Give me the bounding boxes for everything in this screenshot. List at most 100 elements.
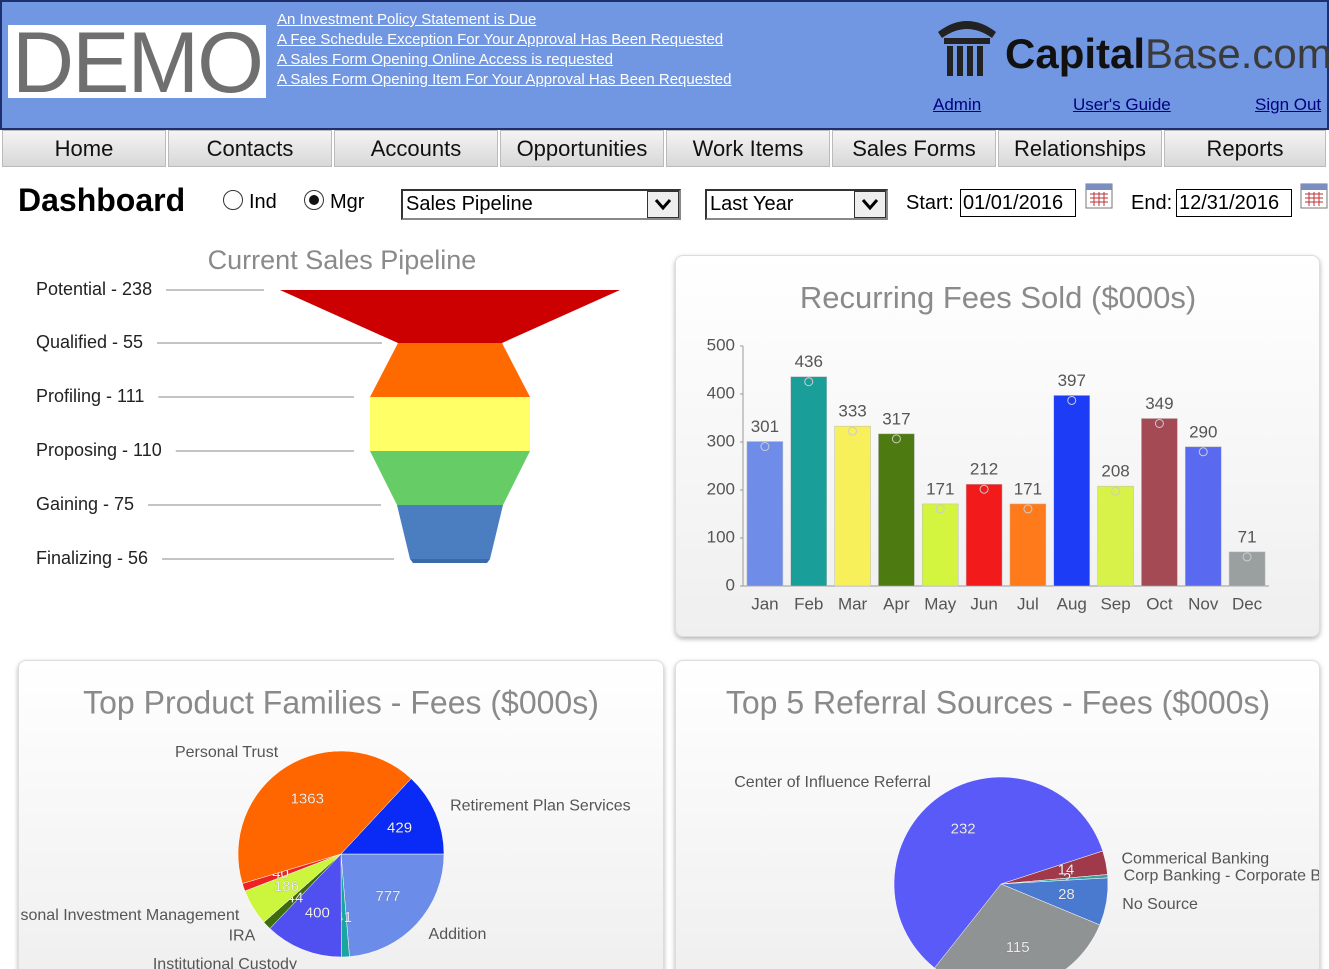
admin-link[interactable]: Admin bbox=[933, 95, 982, 114]
dropdown-arrow bbox=[854, 191, 886, 218]
y-tick-label: 0 bbox=[726, 575, 735, 594]
funnel-chart: Current Sales Pipeline Potential - 238 Qua… bbox=[36, 245, 620, 568]
value-label: 436 bbox=[795, 352, 823, 371]
bar bbox=[1053, 395, 1090, 587]
value-label: 28 bbox=[1058, 886, 1075, 903]
x-tick-label: Feb bbox=[794, 594, 823, 613]
funnel-label: Proposing - 110 bbox=[36, 440, 162, 460]
panel: Recurring Fees Sold ($000s) 0 100 200 300 400… bbox=[675, 255, 1320, 637]
bar bbox=[746, 441, 784, 587]
slice-label: Retirement Plan Services bbox=[450, 798, 631, 815]
nav-tab[interactable]: Sales Forms bbox=[832, 130, 996, 167]
funnel-segment bbox=[370, 343, 530, 397]
period-select[interactable]: Last Year bbox=[705, 189, 888, 220]
calendar-icon[interactable] bbox=[1300, 183, 1328, 209]
nav-tab[interactable]: Opportunities bbox=[500, 130, 664, 167]
radio-label: Mgr bbox=[330, 191, 365, 213]
x-tick-label: Jul bbox=[1017, 594, 1039, 613]
value-label: 333 bbox=[838, 402, 866, 421]
calendar-icon[interactable] bbox=[1085, 183, 1113, 209]
point-marker bbox=[848, 426, 858, 436]
slice-label: No Source bbox=[1122, 896, 1198, 913]
chart-title: Top Product Families - Fees ($000s) bbox=[83, 684, 599, 720]
alert-link[interactable]: A Sales Form Opening Online Access is re… bbox=[277, 51, 614, 68]
value-label: 115 bbox=[1006, 939, 1030, 956]
x-tick-label: Jun bbox=[970, 594, 997, 613]
pie-slice bbox=[340, 853, 445, 957]
panel: Top Product Families - Fees ($000s) 777 Ad… bbox=[18, 660, 664, 969]
point-marker bbox=[1154, 418, 1164, 428]
funnel-segment bbox=[370, 397, 530, 451]
value-label: 71 bbox=[1238, 527, 1257, 546]
radio-button[interactable] bbox=[223, 190, 243, 210]
brand-name: Base.com bbox=[1145, 30, 1329, 77]
value-label: 186 bbox=[274, 878, 299, 895]
x-tick-label: Aug bbox=[1057, 594, 1087, 613]
start-label: Start: bbox=[906, 192, 954, 214]
funnel-segment bbox=[410, 559, 490, 563]
slice-label: Commerical Banking bbox=[1122, 851, 1270, 868]
radio[interactable]: Mgr bbox=[304, 190, 364, 214]
nav-tab[interactable]: Home bbox=[2, 130, 166, 167]
point-marker bbox=[1067, 395, 1077, 405]
brand: CapitalBase.com bbox=[1005, 30, 1329, 78]
end-label: End: bbox=[1131, 192, 1173, 214]
point-marker bbox=[891, 434, 901, 444]
funnel-label: Profiling - 111 bbox=[36, 386, 144, 406]
chart-title: Current Sales Pipeline bbox=[208, 245, 477, 275]
nav-tab[interactable]: Contacts bbox=[168, 130, 332, 167]
funnel-segment bbox=[280, 290, 620, 343]
value-label: 232 bbox=[951, 820, 976, 837]
bar bbox=[1097, 485, 1134, 587]
pie-slice bbox=[893, 776, 1104, 969]
x-tick-label: Jan bbox=[751, 594, 778, 613]
brand-icon bbox=[938, 21, 996, 76]
value-label: 290 bbox=[1189, 422, 1217, 441]
x-tick-label: Apr bbox=[883, 594, 910, 613]
point-marker bbox=[1242, 552, 1252, 562]
bar bbox=[1009, 503, 1047, 587]
slice-label: Institutional Custody bbox=[153, 956, 297, 969]
alert-link[interactable]: An Investment Policy Statement is Due bbox=[277, 11, 537, 28]
bar bbox=[834, 425, 871, 587]
point-marker bbox=[979, 484, 989, 494]
select-value: Last Year bbox=[710, 193, 794, 215]
end-date[interactable]: 12/31/2016 bbox=[1176, 189, 1292, 217]
bar bbox=[922, 503, 959, 587]
nav-tab[interactable]: Accounts bbox=[334, 130, 498, 167]
nav-tab[interactable]: Relationships bbox=[998, 130, 1162, 167]
start-date[interactable]: 01/01/2016 bbox=[960, 189, 1076, 217]
value-label: 208 bbox=[1101, 462, 1129, 481]
guide-link[interactable]: User's Guide bbox=[1073, 95, 1171, 114]
pie-slice bbox=[340, 778, 445, 855]
y-tick-label: 400 bbox=[707, 383, 735, 402]
select-value: Sales Pipeline bbox=[406, 193, 533, 215]
radio-button[interactable] bbox=[304, 190, 324, 210]
radio[interactable]: Ind bbox=[223, 190, 277, 214]
point-marker bbox=[1111, 486, 1121, 496]
value-label: 212 bbox=[970, 460, 998, 479]
nav-tab[interactable]: Reports bbox=[1164, 130, 1326, 167]
signout-link[interactable]: Sign Out bbox=[1255, 95, 1322, 114]
nav-tab[interactable]: Work Items bbox=[666, 130, 830, 167]
bar bbox=[1141, 418, 1178, 587]
point-marker bbox=[804, 377, 814, 387]
slice-label: Personal Trust bbox=[175, 744, 279, 761]
alert-link[interactable]: A Fee Schedule Exception For Your Approv… bbox=[277, 31, 724, 48]
alert-link[interactable]: A Sales Form Opening Item For Your Appro… bbox=[277, 71, 732, 88]
value-label: 171 bbox=[1014, 479, 1042, 498]
report-select[interactable]: Sales Pipeline bbox=[401, 189, 681, 220]
radio-label: Ind bbox=[249, 191, 277, 213]
funnel-segment bbox=[397, 505, 503, 559]
x-tick-label: Sep bbox=[1100, 594, 1130, 613]
page-title: Dashboard bbox=[18, 182, 186, 218]
dropdown-arrow bbox=[647, 191, 679, 218]
value-label: 349 bbox=[1145, 394, 1173, 413]
bar bbox=[1228, 551, 1266, 587]
slice-label: Addition bbox=[429, 926, 487, 943]
slice-label: sonal Investment Management bbox=[21, 907, 240, 924]
value-label: 777 bbox=[375, 888, 400, 905]
point-marker bbox=[935, 504, 945, 514]
bar-chart: Recurring Fees Sold ($000s) 0 100 200 300 400… bbox=[707, 280, 1269, 613]
